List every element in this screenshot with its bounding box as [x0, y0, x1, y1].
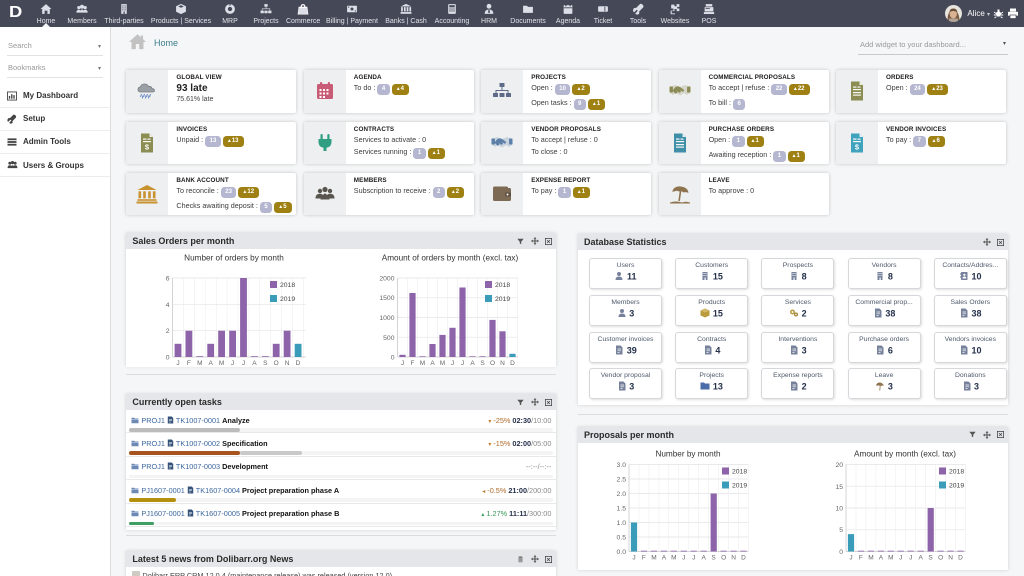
svg-text:1000: 1000	[380, 315, 395, 322]
svg-text:J: J	[849, 554, 852, 561]
svg-text:0.0: 0.0	[617, 549, 627, 556]
svg-text:5: 5	[839, 527, 843, 534]
svg-text:500: 500	[384, 335, 396, 342]
svg-text:J: J	[909, 554, 912, 561]
svg-text:S: S	[928, 554, 933, 561]
svg-text:Amount of orders by month (exc: Amount of orders by month (excl. tax)	[382, 254, 519, 263]
svg-text:S: S	[481, 360, 486, 367]
svg-text:4: 4	[166, 302, 170, 309]
svg-text:15: 15	[835, 483, 843, 490]
svg-text:2000: 2000	[380, 276, 395, 283]
svg-text:J: J	[692, 554, 695, 561]
svg-text:20: 20	[835, 462, 843, 469]
svg-text:M: M	[197, 360, 202, 367]
svg-text:J: J	[632, 554, 635, 561]
svg-text:1500: 1500	[380, 295, 395, 302]
svg-text:M: M	[219, 360, 224, 367]
svg-text:O: O	[490, 360, 495, 367]
svg-text:2019: 2019	[495, 296, 510, 303]
svg-text:J: J	[899, 554, 902, 561]
svg-text:J: J	[401, 360, 404, 367]
svg-text:2.5: 2.5	[617, 476, 627, 483]
svg-text:2018: 2018	[495, 282, 510, 289]
svg-text:0: 0	[839, 549, 843, 556]
svg-text:6: 6	[166, 276, 170, 283]
svg-text:O: O	[274, 360, 279, 367]
svg-text:A: A	[431, 360, 436, 367]
svg-text:2018: 2018	[949, 468, 964, 475]
svg-text:M: M	[420, 360, 425, 367]
svg-text:2019: 2019	[732, 482, 747, 489]
svg-text:M: M	[868, 554, 873, 561]
svg-text:J: J	[682, 554, 685, 561]
svg-text:S: S	[711, 554, 716, 561]
svg-text:2018: 2018	[280, 282, 295, 289]
svg-text:D: D	[511, 360, 516, 367]
svg-text:$: $	[855, 142, 860, 151]
svg-text:$: $	[145, 142, 150, 151]
svg-text:Amount by month (excl. tax): Amount by month (excl. tax)	[854, 449, 956, 458]
svg-text:0.5: 0.5	[617, 534, 627, 541]
svg-text:N: N	[948, 554, 953, 561]
svg-text:A: A	[253, 360, 258, 367]
svg-text:F: F	[187, 360, 191, 367]
svg-text:J: J	[242, 360, 245, 367]
svg-text:O: O	[938, 554, 943, 561]
svg-text:M: M	[440, 360, 445, 367]
svg-text:F: F	[642, 554, 646, 561]
svg-text:3.0: 3.0	[617, 462, 627, 469]
svg-text:Number of orders by month: Number of orders by month	[185, 254, 285, 263]
svg-text:10: 10	[835, 505, 843, 512]
svg-text:Number by month: Number by month	[655, 449, 721, 458]
svg-text:A: A	[209, 360, 214, 367]
svg-text:J: J	[177, 360, 180, 367]
svg-text:2: 2	[166, 328, 170, 335]
svg-text:J: J	[461, 360, 464, 367]
svg-text:2019: 2019	[949, 482, 964, 489]
svg-text:N: N	[501, 360, 506, 367]
svg-text:1.5: 1.5	[617, 505, 627, 512]
svg-text:2.0: 2.0	[617, 491, 627, 498]
svg-text:M: M	[651, 554, 656, 561]
svg-text:J: J	[231, 360, 234, 367]
svg-text:F: F	[859, 554, 863, 561]
svg-text:M: M	[671, 554, 676, 561]
svg-text:0: 0	[391, 355, 395, 362]
svg-text:S: S	[264, 360, 269, 367]
svg-text:M: M	[888, 554, 893, 561]
svg-text:O: O	[721, 554, 726, 561]
svg-text:J: J	[451, 360, 454, 367]
svg-text:A: A	[879, 554, 884, 561]
svg-text:F: F	[411, 360, 415, 367]
svg-text:2018: 2018	[732, 468, 747, 475]
svg-text:2019: 2019	[280, 296, 295, 303]
svg-text:0: 0	[166, 355, 170, 362]
svg-text:N: N	[285, 360, 290, 367]
svg-text:A: A	[662, 554, 667, 561]
svg-text:D: D	[958, 554, 963, 561]
svg-text:N: N	[731, 554, 736, 561]
svg-text:1.0: 1.0	[617, 520, 627, 527]
svg-text:A: A	[702, 554, 707, 561]
svg-text:D: D	[741, 554, 746, 561]
svg-text:A: A	[919, 554, 924, 561]
svg-text:D: D	[296, 360, 301, 367]
svg-text:A: A	[471, 360, 476, 367]
